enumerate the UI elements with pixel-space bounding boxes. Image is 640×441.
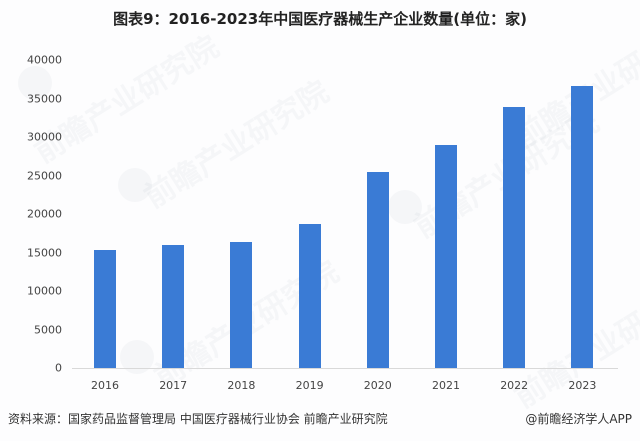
source-note: 资料来源：国家药品监督管理局 中国医疗器械行业协会 前瞻产业研究院 xyxy=(8,412,388,426)
footer: 资料来源：国家药品监督管理局 中国医疗器械行业协会 前瞻产业研究院 @前瞻经济学… xyxy=(8,410,632,430)
credit: @前瞻经济学人APP xyxy=(525,412,632,426)
x-tick-label: 2020 xyxy=(363,379,392,392)
plot-area: 前瞻产业研究院 前瞻产业研究院 前瞻产业研究院 前瞻产业研究院 前瞻产业研究院 … xyxy=(18,53,618,392)
watermark-logo-icon xyxy=(18,66,52,100)
x-tick-label: 2021 xyxy=(432,379,460,392)
bar-2023 xyxy=(571,86,594,368)
watermark-logo-icon xyxy=(118,168,152,202)
x-tick-label: 2018 xyxy=(227,379,256,392)
y-tick-label: 15000 xyxy=(27,246,62,259)
bar-2016 xyxy=(94,250,116,368)
y-tick-label: 25000 xyxy=(27,169,62,182)
x-tick-label: 2017 xyxy=(159,379,188,392)
y-tick-label: 0 xyxy=(55,361,62,375)
bar-2017 xyxy=(162,244,185,368)
watermark-logo-icon xyxy=(388,190,422,224)
y-tick-label: 10000 xyxy=(27,284,62,298)
bar-2022 xyxy=(503,106,526,368)
y-tick-label: 40000 xyxy=(27,53,62,67)
y-tick-label: 30000 xyxy=(27,130,62,144)
y-tick-label: 35000 xyxy=(27,92,62,105)
watermark: 前瞻产业研究院 xyxy=(138,74,336,216)
x-tick-label: 2023 xyxy=(568,379,597,392)
bar-2018 xyxy=(230,241,253,368)
y-tick-label: 5000 xyxy=(34,323,62,336)
bar-2019 xyxy=(298,224,321,368)
bar-2020 xyxy=(366,172,389,368)
chart-title: 图表9：2016-2023年中国医疗器械生产企业数量(单位：家) xyxy=(113,10,527,28)
x-axis-line xyxy=(72,368,618,369)
x-tick-label: 2019 xyxy=(295,379,324,392)
x-tick-label: 2016 xyxy=(91,379,119,392)
y-tick-label: 20000 xyxy=(27,207,62,221)
x-tick-label: 2022 xyxy=(500,379,529,392)
bar-2021 xyxy=(435,145,457,368)
